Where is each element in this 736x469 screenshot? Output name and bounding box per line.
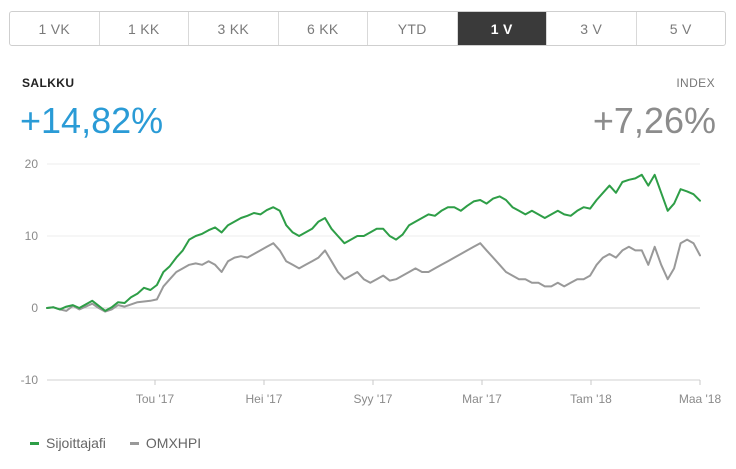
x-tick-label: Tam '18 <box>570 392 612 406</box>
y-tick-label: 20 <box>25 157 39 171</box>
tab-3-months[interactable]: 3 KK <box>189 12 279 45</box>
tab-1-month[interactable]: 1 KK <box>100 12 189 45</box>
portfolio-return: +14,82% <box>20 100 164 141</box>
x-tick-label: Syy '17 <box>354 392 393 406</box>
performance-chart: -10 0 10 20 Tou '17 Hei '17 Syy '17 Mar '17 Tam … <box>21 157 722 406</box>
legend-swatch-green <box>30 441 39 445</box>
portfolio-label: SALKKU <box>22 76 75 90</box>
y-tick-label: 10 <box>25 229 39 243</box>
tab-1-week[interactable]: 1 VK <box>10 12 100 45</box>
tab-1-year[interactable]: 1 V <box>457 12 547 45</box>
index-return: +7,26% <box>592 100 716 141</box>
y-tick-label: 0 <box>31 301 38 315</box>
x-tick-label: Tou '17 <box>136 392 175 406</box>
y-tick-label: -10 <box>21 373 39 387</box>
legend-label-omxhpi: OMXHPI <box>145 435 202 451</box>
series-line-omxhpi <box>46 238 701 313</box>
legend-item-omxhpi[interactable]: OMXHPI <box>129 435 202 451</box>
legend-item-sijoittajafi[interactable]: Sijoittajafi <box>30 435 106 451</box>
series-line-sijoittajafi <box>46 173 701 312</box>
legend-label-sijoittajafi: Sijoittajafi <box>46 435 106 451</box>
chart-legend: Sijoittajafi OMXHPI <box>30 435 225 451</box>
tab-6-months[interactable]: 6 KK <box>279 12 368 45</box>
x-tick-label: Hei '17 <box>246 392 283 406</box>
tab-3-years[interactable]: 3 V <box>547 12 637 45</box>
tab-5-years[interactable]: 5 V <box>669 20 692 37</box>
period-tabs: 1 VK 1 KK 3 KK 6 KK YTD 1 V 3 V 5 V <box>9 11 726 46</box>
x-tick-label: Maa '18 <box>679 392 722 406</box>
index-label: INDEX <box>676 76 715 90</box>
tab-ytd[interactable]: YTD <box>368 12 458 45</box>
x-tick-label: Mar '17 <box>462 392 502 406</box>
legend-swatch-gray <box>129 441 139 445</box>
